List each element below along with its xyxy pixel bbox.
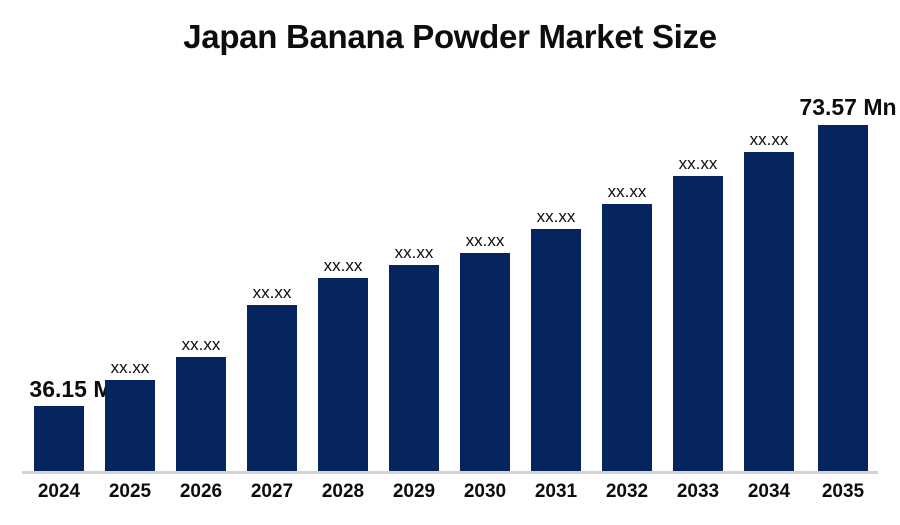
category-label-2034: 2034	[747, 481, 791, 502]
bar-label-2031: xx.xx	[536, 207, 576, 226]
bar-label-2029: xx.xx	[394, 243, 434, 262]
bar-group-2031: xx.xx 2031	[531, 0, 581, 525]
bar-group-2029: xx.xx 2029	[389, 0, 439, 525]
bar-label-2025: xx.xx	[110, 358, 150, 377]
bar-2033[interactable]	[673, 176, 723, 471]
category-label-2035: 2035	[821, 481, 865, 502]
category-label-2030: 2030	[463, 481, 507, 502]
bar-2028[interactable]	[318, 278, 368, 471]
bar-2025[interactable]	[105, 380, 155, 471]
bar-group-2035: 73.57 Mn 2035	[799, 0, 896, 525]
bar-group-2030: xx.xx 2030	[460, 0, 510, 525]
bar-label-2027: xx.xx	[252, 283, 292, 302]
bar-label-2026: xx.xx	[181, 335, 221, 354]
bar-label-2034: xx.xx	[749, 130, 789, 149]
category-label-2029: 2029	[392, 481, 436, 502]
category-label-2033: 2033	[676, 481, 720, 502]
bar-2026[interactable]	[176, 357, 226, 471]
x-axis-line	[22, 471, 878, 474]
bar-group-2032: xx.xx 2032	[602, 0, 652, 525]
bar-group-2025: xx.xx 2025	[105, 0, 155, 525]
bar-2027[interactable]	[247, 305, 297, 471]
category-label-2028: 2028	[321, 481, 365, 502]
bar-2032[interactable]	[602, 204, 652, 471]
bar-label-2030: xx.xx	[465, 231, 505, 250]
bar-2030[interactable]	[460, 253, 510, 471]
bar-group-2024: 36.15 Mn 2024	[29, 0, 126, 525]
bar-group-2028: xx.xx 2028	[318, 0, 368, 525]
category-label-2031: 2031	[534, 481, 578, 502]
category-label-2024: 2024	[37, 481, 81, 502]
bar-label-2035: 73.57 Mn	[799, 94, 897, 120]
bar-label-2033: xx.xx	[678, 154, 718, 173]
bar-2024[interactable]	[34, 406, 84, 471]
chart-title: Japan Banana Powder Market Size	[183, 18, 717, 55]
bar-2035[interactable]	[818, 125, 868, 471]
category-label-2026: 2026	[179, 481, 223, 502]
bar-group-2033: xx.xx 2033	[673, 0, 723, 525]
category-label-2025: 2025	[108, 481, 152, 502]
bar-group-2026: xx.xx 2026	[176, 0, 226, 525]
bar-group-2027: xx.xx 2027	[247, 0, 297, 525]
bar-label-2032: xx.xx	[607, 182, 647, 201]
bar-group-2034: xx.xx 2034	[744, 0, 794, 525]
category-label-2032: 2032	[605, 481, 649, 502]
bar-2034[interactable]	[744, 152, 794, 471]
category-label-2027: 2027	[250, 481, 294, 502]
bar-2029[interactable]	[389, 265, 439, 471]
bar-label-2028: xx.xx	[323, 256, 363, 275]
bar-2031[interactable]	[531, 229, 581, 471]
